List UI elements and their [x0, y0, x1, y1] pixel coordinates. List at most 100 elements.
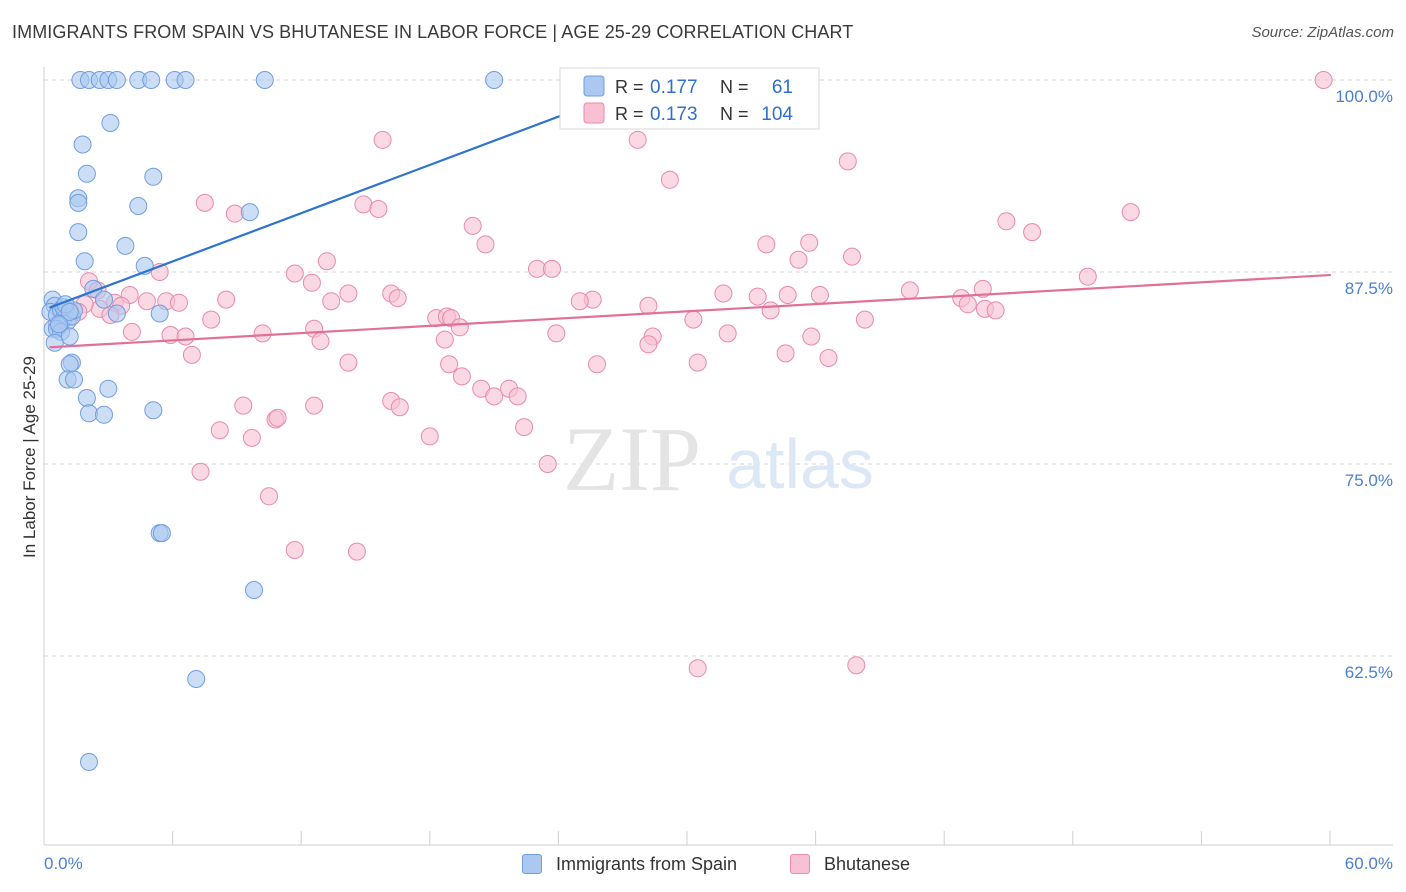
stats-n-value-pink: 104 [761, 104, 793, 125]
stats-n-value-blue: 61 [772, 77, 793, 98]
spain-point-20 [116, 236, 135, 255]
bhutanese-point-53 [748, 287, 767, 306]
stats-r-value-pink: 0.173 [650, 104, 698, 125]
spain-point-51 [80, 404, 98, 423]
bhutanese-point-75 [122, 322, 141, 341]
spain-point-59 [60, 302, 79, 321]
legend-item-bhutanese: Bhutanese [790, 852, 910, 876]
bhutanese-point-101 [191, 462, 210, 481]
spain-point-8 [176, 71, 195, 89]
bhutanese-point-31 [810, 286, 829, 304]
spain-point-55 [152, 524, 171, 543]
spain-point-10 [485, 71, 504, 89]
bhutanese-point-94 [268, 408, 287, 427]
bhutanese-point-77 [176, 327, 195, 346]
bhutanese-point-7 [354, 195, 373, 214]
bhutanese-point-2 [628, 130, 647, 149]
spain-point-12 [73, 135, 92, 154]
bhutanese-point-30 [778, 286, 797, 304]
spain-point-52 [95, 405, 113, 424]
chart-title: IMMIGRANTS FROM SPAIN VS BHUTANESE IN LA… [12, 22, 854, 42]
y-tick-label-3: 62.5% [1345, 663, 1393, 682]
y-tick-label-1: 87.5% [1345, 279, 1393, 298]
bhutanese-point-3 [838, 152, 857, 171]
spain-point-21 [75, 252, 94, 271]
spain-point-9 [255, 71, 274, 89]
bhutanese-point-23 [900, 281, 919, 300]
bhutanese-point-44 [217, 290, 236, 309]
bhutanese-point-28 [986, 301, 1005, 320]
bhutanese-point-38 [137, 292, 156, 311]
bhutanese-point-92 [210, 421, 229, 440]
stats-n-label-blue: N = [720, 77, 749, 97]
bhutanese-point-52 [684, 310, 703, 329]
bhutanese-point-1 [373, 130, 392, 149]
bhutanese-point-66 [253, 324, 272, 343]
bhutanese-point-57 [718, 324, 737, 343]
bhutanese-point-89 [819, 349, 838, 367]
legend-label-bhutanese: Bhutanese [824, 853, 911, 874]
source-label: Source: ZipAtlas.com [1251, 24, 1394, 41]
bhutanese-point-88 [776, 344, 795, 363]
bhutanese-point-91 [242, 428, 261, 447]
spain-point-11 [101, 114, 120, 132]
spain-trend-line [49, 103, 592, 309]
bhutanese-point-15 [800, 233, 819, 252]
bhutanese-point-24 [973, 279, 992, 298]
bhutanese-point-9 [997, 212, 1016, 231]
bhutanese-point-85 [508, 387, 527, 406]
bhutanese-point-50 [570, 292, 589, 311]
bhutanese-point-16 [843, 247, 861, 266]
stats-swatch-pink [583, 102, 605, 124]
bhutanese-point-18 [317, 252, 336, 271]
bhutanese-point-13 [476, 235, 495, 254]
spain-point-16 [144, 167, 163, 186]
bhutanese-point-98 [420, 427, 439, 446]
spain-point-43 [107, 304, 126, 323]
spain-point-46 [60, 355, 79, 374]
bhutanese-point-90 [234, 396, 253, 415]
spain-points [41, 71, 504, 771]
bhutanese-point-95 [305, 396, 324, 415]
legend-label-spain: Immigrants from Spain [556, 853, 738, 874]
y-axis-label: In Labor Force | Age 25-29 [20, 356, 39, 558]
spain-point-57 [187, 670, 206, 688]
bhutanese-point-5 [195, 193, 214, 212]
spain-point-38 [45, 333, 64, 352]
bhutanese-point-106 [847, 656, 866, 675]
bhutanese-point-99 [515, 418, 534, 437]
axes [43, 67, 1393, 846]
bhutanese-point-102 [260, 487, 278, 506]
legend-item-spain: Immigrants from Spain [522, 852, 737, 876]
bhutanese-point-20 [543, 259, 561, 278]
bhutanese-points [47, 71, 1333, 678]
bhutanese-point-54 [761, 301, 780, 320]
bhutanese-point-74 [547, 324, 566, 343]
bhutanese-point-47 [388, 289, 407, 308]
y-tick-label-2: 75.0% [1345, 471, 1393, 490]
spain-point-24 [95, 290, 113, 309]
bhutanese-trend-line [49, 273, 1332, 349]
bhutanese-point-59 [855, 310, 874, 329]
bhutanese-point-22 [302, 273, 321, 292]
x-tick-label-left: 0.0% [44, 854, 83, 873]
bhutanese-point-51 [639, 296, 658, 315]
bhutanese-point-87 [688, 353, 707, 372]
bhutanese-point-105 [688, 659, 707, 678]
x-tick-label-right: 60.0% [1345, 854, 1393, 873]
bhutanese-point-104 [347, 542, 366, 561]
bhutanese-point-56 [639, 335, 658, 354]
spain-point-44 [150, 304, 169, 323]
stats-r-label-blue: R = [615, 77, 644, 97]
bhutanese-point-14 [757, 235, 776, 254]
bhutanese-point-80 [440, 355, 459, 374]
gridlines [44, 79, 1393, 657]
spain-point-17 [129, 197, 148, 215]
stats-r-value-blue: 0.177 [650, 77, 698, 98]
spain-point-60 [50, 315, 68, 334]
bhutanese-point-68 [311, 332, 330, 351]
spain-point-56 [245, 581, 263, 599]
stats-r-label-pink: R = [615, 104, 644, 124]
spain-point-50 [77, 389, 96, 407]
